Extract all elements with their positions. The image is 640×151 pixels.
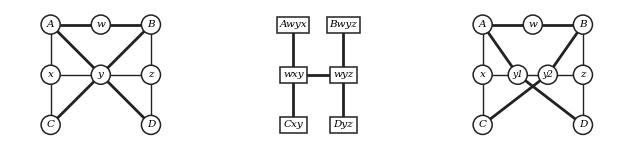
Text: A: A xyxy=(47,20,54,29)
Text: w: w xyxy=(529,20,537,29)
Circle shape xyxy=(141,115,161,134)
Circle shape xyxy=(508,65,527,84)
Text: wxy: wxy xyxy=(283,70,303,79)
Circle shape xyxy=(524,15,542,34)
Circle shape xyxy=(573,115,593,134)
Text: x: x xyxy=(48,70,54,79)
Text: wyz: wyz xyxy=(333,70,354,79)
Text: B: B xyxy=(147,20,155,29)
Circle shape xyxy=(538,65,557,84)
Circle shape xyxy=(92,65,110,84)
FancyBboxPatch shape xyxy=(328,17,360,33)
Text: y1: y1 xyxy=(512,70,523,79)
Circle shape xyxy=(41,15,60,34)
Circle shape xyxy=(141,15,161,34)
Text: y2: y2 xyxy=(543,70,554,79)
FancyBboxPatch shape xyxy=(280,67,307,83)
Circle shape xyxy=(41,115,60,134)
Text: w: w xyxy=(97,20,105,29)
Text: C: C xyxy=(47,120,54,129)
Text: Bwyz: Bwyz xyxy=(330,20,357,29)
Text: z: z xyxy=(148,70,154,79)
Text: A: A xyxy=(479,20,486,29)
Text: D: D xyxy=(147,120,155,129)
Circle shape xyxy=(41,65,60,84)
Text: y: y xyxy=(98,70,104,79)
Circle shape xyxy=(92,15,110,34)
FancyBboxPatch shape xyxy=(330,67,356,83)
Text: B: B xyxy=(579,20,587,29)
Circle shape xyxy=(473,65,492,84)
Circle shape xyxy=(473,15,492,34)
FancyBboxPatch shape xyxy=(280,117,307,133)
Text: C: C xyxy=(479,120,486,129)
Text: Awyx: Awyx xyxy=(280,20,307,29)
Circle shape xyxy=(141,65,161,84)
Text: Dyz: Dyz xyxy=(333,120,353,129)
Text: z: z xyxy=(580,70,586,79)
FancyBboxPatch shape xyxy=(277,17,309,33)
Circle shape xyxy=(573,15,593,34)
Text: D: D xyxy=(579,120,587,129)
FancyBboxPatch shape xyxy=(330,117,356,133)
Text: x: x xyxy=(480,70,486,79)
Circle shape xyxy=(573,65,593,84)
Circle shape xyxy=(473,115,492,134)
Text: Cxy: Cxy xyxy=(284,120,303,129)
